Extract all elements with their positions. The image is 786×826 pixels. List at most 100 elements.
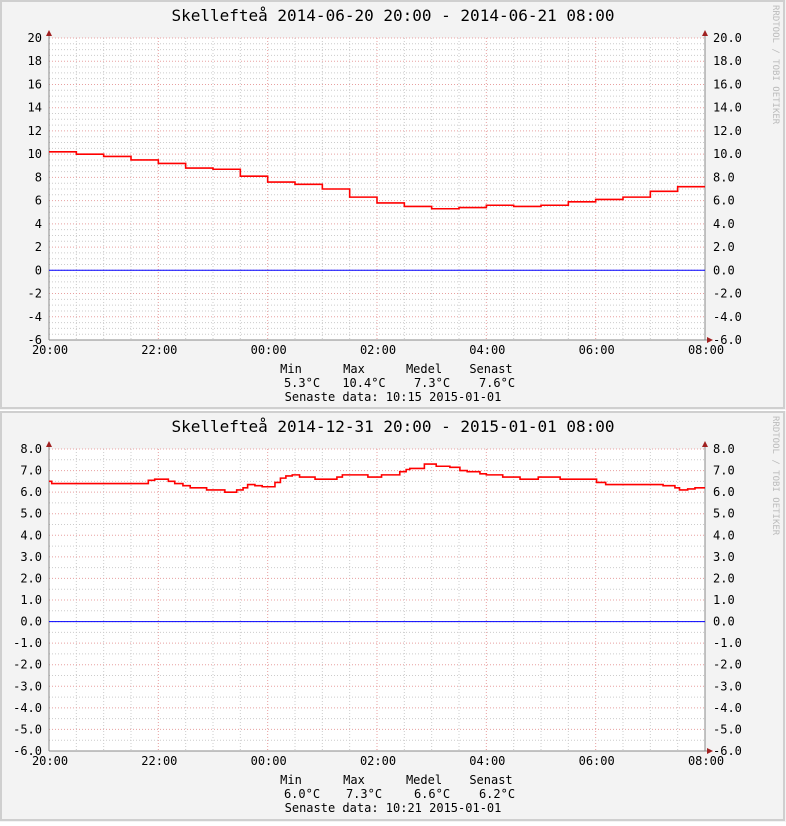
chart-summer: 20181614121086420-2-4-620.018.016.014.01…	[0, 0, 786, 410]
y-tick-label-right: 18.0	[713, 54, 742, 68]
y-tick-label-left: 2	[35, 240, 42, 254]
chart-panel-summer: 20 18 16 14 12 10 8 6 4 2 0 -2 -4 -6 20.0 18.0 16.0 14.0 1…	[0, 0, 786, 410]
y-tick-label-left: 12	[28, 124, 42, 138]
x-axis-arrow-icon	[707, 748, 713, 754]
y-tick-label-right: 0.0	[713, 263, 735, 277]
y-tick-label-left: 4	[35, 217, 42, 231]
x-tick-label: 08:00	[688, 754, 724, 768]
y-tick-label-right: 8.0	[713, 442, 735, 456]
x-tick-label: 04:00	[469, 343, 505, 357]
x-tick-label: 06:00	[579, 343, 615, 357]
x-tick-label: 00:00	[251, 754, 287, 768]
y-tick-label-left: -6	[28, 333, 42, 347]
y-tick-label-right: 6.0	[713, 194, 735, 208]
y-tick-label-right: 4.0	[713, 217, 735, 231]
y-tick-label-left: -4.0	[13, 701, 42, 715]
y-tick-label-right: 14.0	[713, 101, 742, 115]
legend-value: 6.6°C	[414, 787, 450, 801]
x-tick-label: 02:00	[360, 754, 396, 768]
y-tick-label-left: 8	[35, 170, 42, 184]
x-tick-label: 00:00	[251, 343, 287, 357]
y-tick-label-right: -2.0	[713, 658, 742, 672]
legend-value: 10.4°C	[342, 376, 385, 390]
y-tick-label-right: 4.0	[713, 528, 735, 542]
chart-panel-winter: 8.0 7.0 6.0 5.0 4.0 3.0 2.0 1.0 0.0 -1.0 -2.0 -3.0 -…	[0, 411, 786, 822]
y-tick-label-right: -3.0	[713, 679, 742, 693]
x-tick-label: 20:00	[32, 343, 68, 357]
y-tick-label-left: -6.0	[13, 744, 42, 758]
legend-header: Max	[343, 773, 365, 787]
x-tick-label: 20:00	[32, 754, 68, 768]
x-tick-label: 04:00	[469, 754, 505, 768]
legend-value: 6.0°C	[284, 787, 320, 801]
legend-header: Min	[280, 362, 302, 376]
series-line-temperature	[49, 463, 705, 493]
y-tick-label-left: 0	[35, 263, 42, 277]
y-tick-label-left: 0.0	[20, 615, 42, 629]
y-axis-arrow-icon	[46, 441, 52, 447]
y-tick-label-left: 18	[28, 54, 42, 68]
legend-value: 7.3°C	[346, 787, 382, 801]
y-tick-label-right: -4.0	[713, 701, 742, 715]
y-axis-arrow-icon	[46, 30, 52, 36]
chart-winter: 8.0 7.0 6.0 5.0 4.0 3.0 2.0 1.0 0.0 -1.0 -2.0 -3.0 -…	[0, 411, 786, 822]
x-tick-label: 02:00	[360, 343, 396, 357]
legend-footer: Senaste data: 10:15 2015-01-01	[285, 390, 502, 404]
y-axis-right-arrow-icon	[702, 30, 708, 36]
x-tick-label: 08:00	[688, 343, 724, 357]
y-tick-label-left: 5.0	[20, 507, 42, 521]
y-tick-label-left: 20	[28, 31, 42, 45]
y-tick-label-right: 12.0	[713, 124, 742, 138]
y-tick-label-right: 8.0	[713, 170, 735, 184]
y-tick-label-right: 2.0	[713, 571, 735, 585]
legend-header: Medel	[406, 773, 442, 787]
chart-title: Skellefteå 2014-06-20 20:00 - 2014-06-21…	[171, 6, 614, 25]
y-tick-label-left: -4	[28, 310, 42, 324]
y-tick-label-right: -6.0	[713, 744, 742, 758]
y-axis-right-arrow-icon	[702, 441, 708, 447]
y-tick-label-left: -3.0	[13, 679, 42, 693]
y-tick-label-left: 4.0	[20, 528, 42, 542]
y-tick-label-right: -1.0	[713, 636, 742, 650]
x-tick-label: 22:00	[141, 343, 177, 357]
legend-header: Max	[343, 362, 365, 376]
y-tick-label-right: -6.0	[713, 333, 742, 347]
y-tick-label-right: 0.0	[713, 615, 735, 629]
y-tick-label-right: 6.0	[713, 485, 735, 499]
x-tick-label: 22:00	[141, 754, 177, 768]
y-tick-label-left: 3.0	[20, 550, 42, 564]
legend-value: 5.3°C	[284, 376, 320, 390]
legend-header: Senast	[469, 773, 512, 787]
y-tick-label-left: 1.0	[20, 593, 42, 607]
y-tick-label-left: -1.0	[13, 636, 42, 650]
chart-title: Skellefteå 2014-12-31 20:00 - 2015-01-01…	[171, 417, 614, 436]
y-tick-label-left: 2.0	[20, 571, 42, 585]
legend-header: Min	[280, 773, 302, 787]
legend-header: Senast	[469, 362, 512, 376]
legend-footer: Senaste data: 10:21 2015-01-01	[285, 801, 502, 815]
chart-border	[0, 0, 785, 409]
y-tick-label-left: 14	[28, 101, 42, 115]
legend-value: 7.3°C	[414, 376, 450, 390]
y-tick-label-left: 6	[35, 194, 42, 208]
x-tick-label: 06:00	[579, 754, 615, 768]
y-tick-label-right: -2.0	[713, 287, 742, 301]
chart-border	[0, 411, 785, 821]
y-tick-label-left: -5.0	[13, 722, 42, 736]
y-tick-label-left: 8.0	[20, 442, 42, 456]
y-tick-label-right: 10.0	[713, 147, 742, 161]
y-tick-label-left: 16	[28, 77, 42, 91]
y-tick-label-right: 20.0	[713, 31, 742, 45]
y-tick-label-left: -2	[28, 287, 42, 301]
legend-header: Medel	[406, 362, 442, 376]
watermark: RRDTOOL / TOBI OETIKER	[770, 416, 780, 536]
y-tick-label-right: -5.0	[713, 722, 742, 736]
y-tick-label-right: 16.0	[713, 77, 742, 91]
y-tick-label-right: 7.0	[713, 464, 735, 478]
y-tick-label-right: 3.0	[713, 550, 735, 564]
y-tick-label-left: 6.0	[20, 485, 42, 499]
y-tick-label-left: -2.0	[13, 658, 42, 672]
legend-value: 7.6°C	[479, 376, 515, 390]
y-tick-label-left: 7.0	[20, 464, 42, 478]
y-tick-label-right: 1.0	[713, 593, 735, 607]
